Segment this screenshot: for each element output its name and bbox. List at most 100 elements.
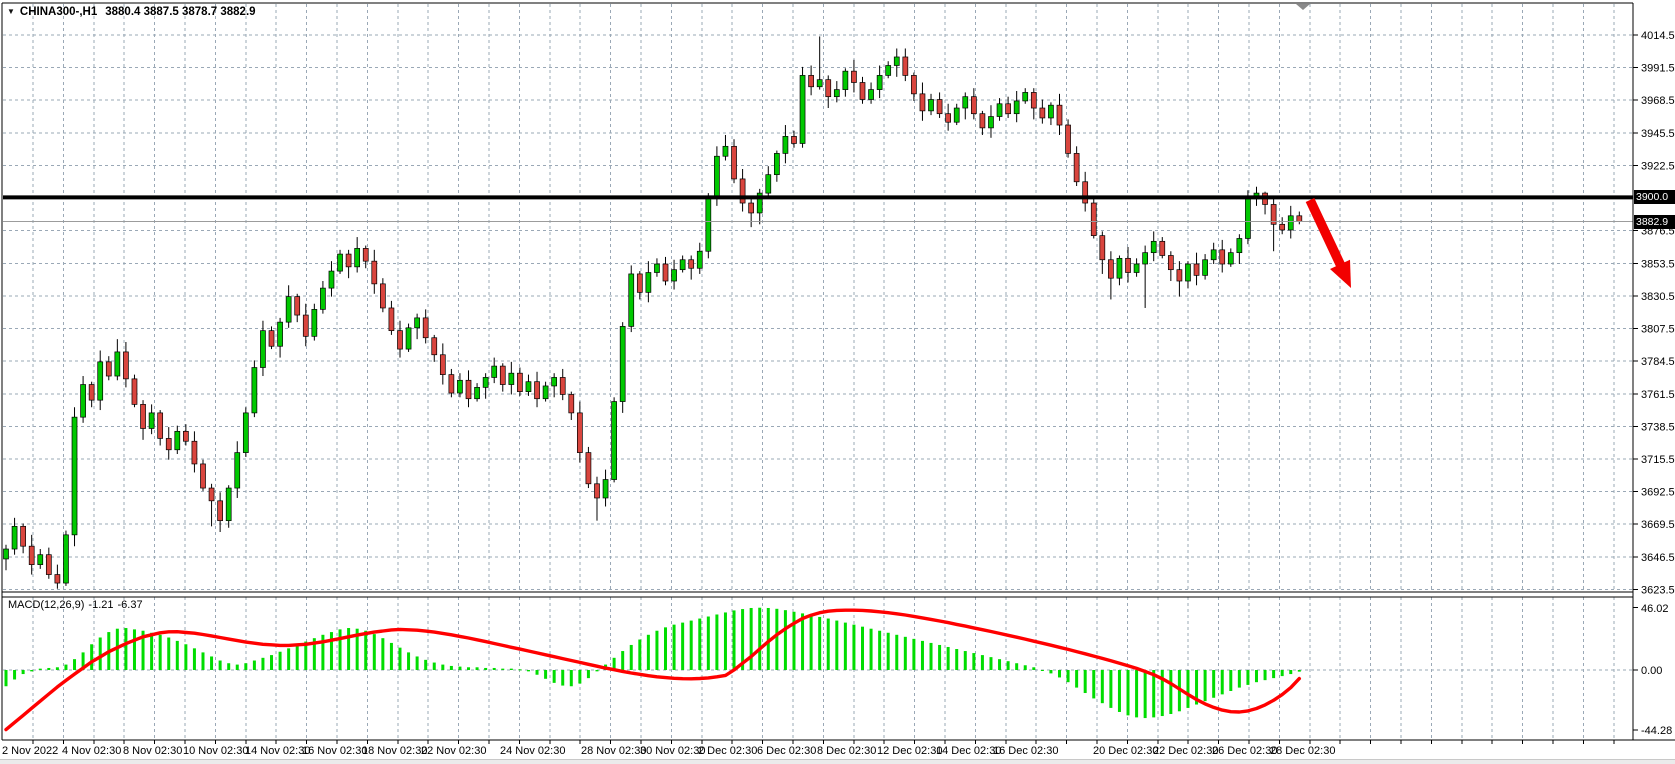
price-axis[interactable]: 4014.53991.53968.53945.53922.53876.53853… <box>1633 30 1675 737</box>
bull-candle <box>3 548 9 560</box>
arrow-head-icon <box>1330 259 1351 288</box>
bear-candle <box>825 79 832 98</box>
bull-candle <box>816 79 823 88</box>
bull-candle <box>833 89 840 98</box>
bear-candle <box>662 263 669 282</box>
time-tick-label: 14 Nov 02:30 <box>245 745 310 757</box>
macd-signal-value: -6.37 <box>117 599 143 611</box>
bear-candle <box>1030 92 1037 109</box>
bear-candle <box>268 330 275 347</box>
price-tick-label: 3692.5 <box>1641 487 1675 499</box>
bull-candle <box>148 412 155 429</box>
bull-candle <box>1142 252 1148 265</box>
hline-price-badge[interactable]: 3900.0 <box>1634 190 1675 204</box>
bear-candle <box>559 377 566 395</box>
bull-candle <box>962 96 969 109</box>
bear-candle <box>217 500 223 522</box>
bear-candle <box>388 307 395 332</box>
price-tick-label: 3669.5 <box>1641 519 1675 531</box>
bull-candle <box>1048 104 1054 119</box>
bear-candle <box>1193 263 1200 276</box>
bull-candle <box>988 116 994 129</box>
bear-candle <box>200 463 206 489</box>
bear-candle <box>970 96 977 115</box>
time-tick-label: 28 Nov 02:30 <box>581 745 646 757</box>
bull-candle <box>1022 92 1029 102</box>
bear-candle <box>911 75 917 95</box>
macd-main-value: -1.21 <box>88 599 114 611</box>
macd-tick-label: -44.28 <box>1641 725 1672 737</box>
bull-candle <box>714 155 720 197</box>
bear-candle <box>568 394 575 414</box>
bear-candle <box>1090 202 1097 236</box>
time-tick-label: 2 Nov 2022 <box>2 745 58 757</box>
bear-candle <box>688 259 695 269</box>
time-tick-label: 8 Dec 02:30 <box>817 745 876 757</box>
bull-candle <box>251 367 258 414</box>
bear-candle <box>45 554 52 575</box>
time-tick-label: 6 Dec 02:30 <box>757 745 816 757</box>
time-tick-label: 10 Nov 02:30 <box>183 745 248 757</box>
bull-candle <box>508 372 515 385</box>
bull-candle <box>525 381 532 392</box>
trend-arrow[interactable] <box>1305 197 1351 288</box>
bear-candle <box>636 273 643 293</box>
bull-candle <box>671 269 677 282</box>
price-tick-label: 3945.5 <box>1641 128 1675 140</box>
bull-candle <box>1150 240 1157 254</box>
chevron-down-icon[interactable]: ▼ <box>7 7 15 16</box>
bull-candle <box>602 479 609 499</box>
bull-candle <box>654 263 660 273</box>
bear-candle <box>431 337 438 356</box>
bear-candle <box>157 412 164 439</box>
bear-candle <box>1296 215 1303 222</box>
bear-candle <box>345 253 352 268</box>
bull-candle <box>1210 249 1217 261</box>
time-tick-label: 8 Nov 02:30 <box>123 745 182 757</box>
bear-candle <box>851 70 857 83</box>
bear-candle <box>739 178 746 204</box>
bull-candle <box>996 103 1003 117</box>
price-tick-label: 3922.5 <box>1641 160 1675 172</box>
time-axis[interactable]: 2 Nov 2022 4 Nov 02:30 8 Nov 02:30 10 Nov 0… <box>2 740 1615 757</box>
gridlines <box>3 4 1633 740</box>
bull-candle <box>1013 100 1020 115</box>
bear-candle <box>1039 107 1046 119</box>
bear-candle <box>1219 249 1226 265</box>
bear-candle <box>919 93 926 112</box>
bear-candle <box>371 260 378 285</box>
chart-shift-marker-icon <box>1296 4 1310 10</box>
bull-candle <box>457 379 463 394</box>
bull-candle <box>225 487 232 522</box>
bear-candle <box>1073 153 1080 183</box>
bear-candle <box>362 248 369 262</box>
bull-candle <box>1236 238 1243 254</box>
macd-tick-label: 46.02 <box>1641 603 1669 615</box>
bear-candle <box>302 314 309 337</box>
bear-candle <box>20 525 26 547</box>
bull-candle <box>285 296 292 323</box>
bear-candle <box>397 330 403 350</box>
bear-candle <box>294 296 301 316</box>
bear-candle <box>1005 103 1011 115</box>
bear-candle <box>191 440 198 465</box>
bull-candle <box>474 387 480 400</box>
bull-candle <box>311 309 318 337</box>
bull-candle <box>1202 259 1208 276</box>
price-tick-label: 3784.5 <box>1641 356 1675 368</box>
bear-candle <box>945 113 952 123</box>
bull-candle <box>645 272 652 293</box>
bull-candle <box>80 384 86 418</box>
bull-candle <box>928 99 934 112</box>
bear-candle <box>534 381 540 400</box>
bull-candle <box>885 65 892 76</box>
bear-candle <box>1082 181 1089 204</box>
bull-candle <box>328 270 335 289</box>
bull-candle <box>799 75 806 144</box>
price-tick-label: 3738.5 <box>1641 421 1675 433</box>
bull-candle <box>63 534 69 584</box>
time-tick-label: 12 Dec 02:30 <box>877 745 942 757</box>
price-tick-label: 3991.5 <box>1641 63 1675 75</box>
